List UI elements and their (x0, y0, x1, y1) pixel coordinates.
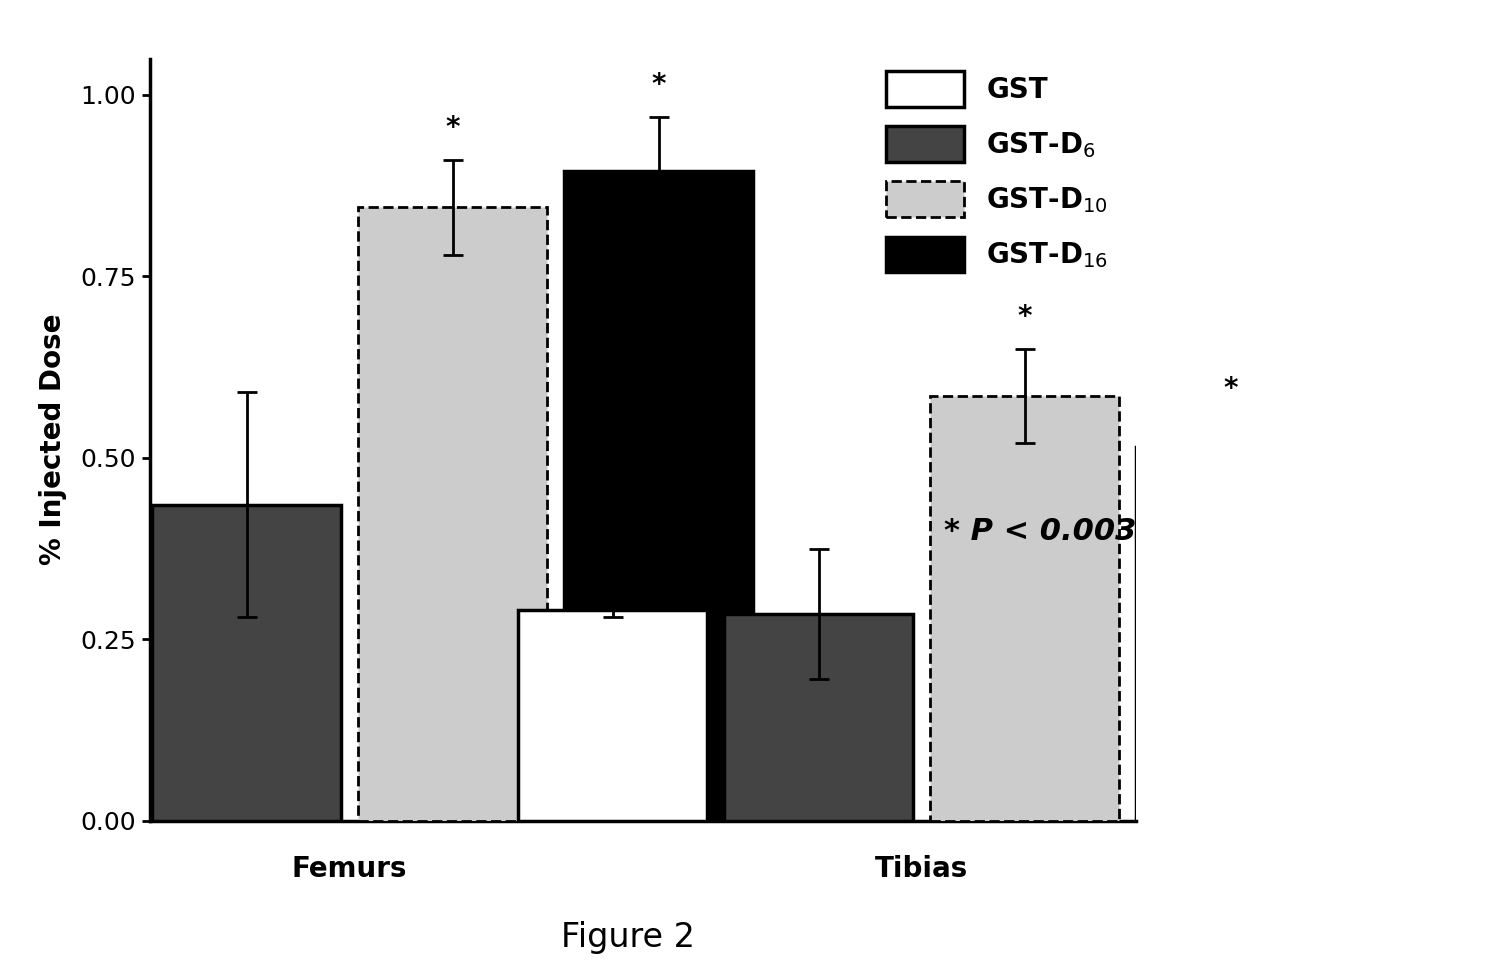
Text: * P < 0.003: * P < 0.003 (943, 517, 1136, 545)
Bar (519, 611, 707, 821)
Text: *: * (1223, 375, 1238, 404)
Bar (725, 614, 913, 821)
Y-axis label: % Injected Dose: % Injected Dose (39, 314, 67, 566)
Legend: GST, GST-D$_6$, GST-D$_{10}$, GST-D$_{16}$: GST, GST-D$_6$, GST-D$_{10}$, GST-D$_{16… (873, 58, 1123, 286)
Bar (1136, 446, 1325, 821)
Bar (564, 171, 753, 821)
Text: Femurs: Femurs (292, 855, 408, 883)
Text: Tibias: Tibias (875, 855, 969, 883)
Bar (930, 396, 1120, 821)
Text: Figure 2: Figure 2 (561, 921, 695, 955)
Bar (359, 207, 547, 821)
Bar (152, 505, 341, 821)
Text: *: * (446, 114, 460, 142)
Bar (0, 480, 135, 821)
Text: *: * (1018, 303, 1032, 331)
Text: *: * (652, 70, 665, 99)
